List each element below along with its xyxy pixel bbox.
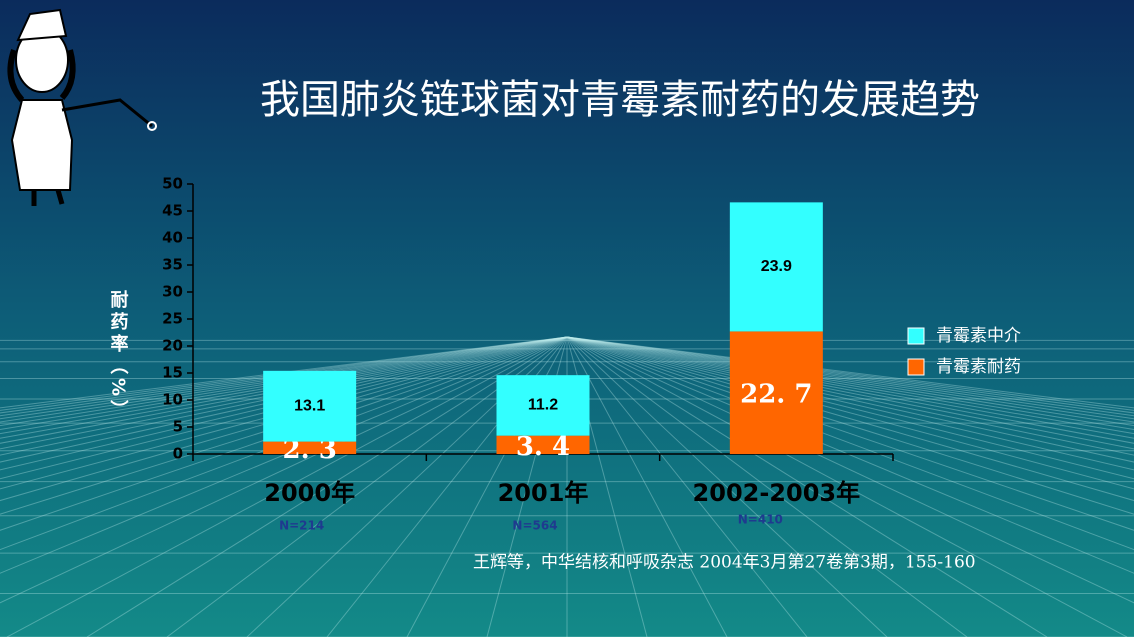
y-tick-label: 5 <box>173 418 183 436</box>
legend-label: 青霉素中介 <box>936 326 1021 346</box>
grid-deco-line <box>566 336 1134 435</box>
grid-deco-line <box>566 336 1134 411</box>
grid-deco-line <box>0 336 568 604</box>
x-tick-label: 2000年 <box>264 479 355 507</box>
sample-size: N=410 <box>738 513 783 527</box>
sample-size: N=564 <box>512 519 557 533</box>
y-tick-label: 10 <box>162 391 183 409</box>
perspective-grid <box>0 336 1134 637</box>
grid-deco-line <box>0 336 568 417</box>
grid-deco-line <box>566 336 1134 604</box>
grid-deco-line <box>566 336 1134 423</box>
y-tick-label: 0 <box>173 445 183 463</box>
grid-deco-line <box>566 336 1134 417</box>
grid-deco-line <box>0 336 568 420</box>
y-tick-label: 40 <box>162 229 183 247</box>
grid-deco-line <box>566 336 1134 420</box>
bar-segment <box>496 375 590 436</box>
grid-deco-line <box>566 336 1134 551</box>
grid-deco-line <box>0 336 568 574</box>
legend-swatch <box>907 358 925 376</box>
grid-deco-line <box>6 336 568 637</box>
grid-deco-line <box>0 336 568 551</box>
bar-segment <box>263 370 357 442</box>
value-label: 22. 7 <box>740 380 812 410</box>
grid-deco-line <box>0 336 568 515</box>
value-label: 23.9 <box>761 258 792 275</box>
y-tick-label: 15 <box>162 364 183 382</box>
grid-deco-line <box>0 336 568 409</box>
y-tick-label: 25 <box>162 310 183 328</box>
legend-label: 青霉素耐药 <box>936 357 1021 377</box>
grid-deco-line <box>566 336 968 637</box>
title: 我国肺炎链球菌对青霉素耐药的发展趋势 <box>260 77 980 123</box>
grid-deco-line <box>566 336 1134 430</box>
grid-deco-line <box>566 336 1134 439</box>
source: 王辉等，中华结核和呼吸杂志 2004年3月第27卷第3期，155-160 <box>473 553 976 573</box>
grid-deco-line <box>566 336 1134 531</box>
bar-segment <box>496 435 590 454</box>
legend-swatch <box>907 327 925 345</box>
grid-deco-line <box>566 336 1048 637</box>
grid-deco-line <box>566 336 1134 574</box>
grid-deco-line <box>0 336 568 502</box>
x-tick-label: 2001年 <box>498 479 589 507</box>
y-tick-label: 35 <box>162 256 183 274</box>
grid-deco-line <box>566 336 888 637</box>
grid-deco-line <box>566 336 808 637</box>
y-tick-label: 45 <box>162 202 183 220</box>
grid-deco-line <box>566 336 1134 444</box>
grid-deco-line <box>566 336 1128 637</box>
grid-deco-line <box>0 336 568 480</box>
y-tick-label: 20 <box>162 337 183 355</box>
grid-deco-line <box>566 336 1134 414</box>
grid-deco-line <box>0 336 568 490</box>
grid-deco-line <box>566 336 1134 427</box>
y-axis-label: 耐药率（%） <box>108 289 129 422</box>
grid-deco-line <box>0 336 568 430</box>
y-tick-label: 50 <box>162 175 183 193</box>
grid-deco-line <box>566 336 728 637</box>
figure-illustration <box>7 8 157 206</box>
x-tick-label: 2002-2003年 <box>693 479 861 507</box>
grid-deco-line <box>0 336 568 411</box>
grid-deco-line <box>0 336 568 531</box>
value-label: 3. 4 <box>516 432 570 462</box>
value-label: 13.1 <box>294 397 325 414</box>
grid-deco-line <box>0 336 568 427</box>
bar-segment <box>729 331 823 454</box>
value-label: 11.2 <box>528 397 558 414</box>
grid-deco-line <box>0 336 568 423</box>
grid-deco-line <box>566 336 1134 515</box>
grid-deco-line <box>566 336 1134 409</box>
bar-segment <box>263 441 357 454</box>
sample-size: N=214 <box>279 519 324 533</box>
bar-segment <box>729 202 823 332</box>
grid-deco-line <box>86 336 568 637</box>
y-tick-label: 30 <box>162 283 183 301</box>
